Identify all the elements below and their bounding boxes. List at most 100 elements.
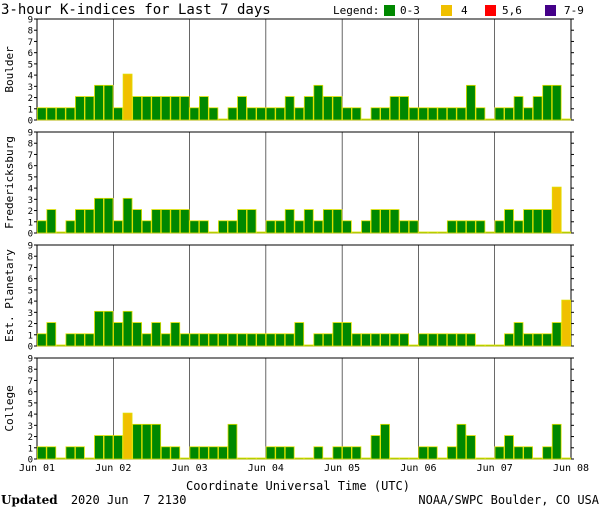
k-index-bar (551, 186, 562, 234)
y-tick-label: 5 (28, 173, 33, 183)
k-index-bar (532, 333, 543, 347)
k-index-bar (284, 446, 295, 460)
k-index-bar (179, 457, 190, 460)
k-index-bar (160, 209, 171, 234)
y-tick-label: 3 (28, 422, 33, 432)
k-index-bar (504, 209, 514, 234)
k-index-bar (227, 333, 238, 347)
k-index-bar (408, 344, 419, 347)
y-tick-label: 5 (28, 60, 33, 70)
k-index-bar (351, 446, 362, 460)
y-tick-label: 6 (28, 49, 33, 59)
k-index-bar (256, 333, 266, 347)
k-index-bar (418, 231, 429, 234)
x-tick-label: Jun 06 (400, 463, 436, 474)
legend-entry-7-9: 7-9 (564, 4, 584, 17)
station-label: Fredericksburg (3, 136, 16, 229)
k-index-bar (160, 333, 171, 347)
y-tick-label: 7 (28, 38, 33, 48)
k-index-bar (141, 333, 152, 347)
k-index-bar (361, 333, 371, 347)
k-index-bar (113, 435, 123, 460)
k-index-bar (523, 209, 533, 234)
k-index-bar (208, 333, 219, 347)
k-index-bar (370, 333, 381, 347)
k-index-bar (170, 322, 181, 347)
y-tick-label: 7 (28, 151, 33, 161)
k-index-bar (437, 457, 448, 460)
y-tick-label: 2 (28, 433, 33, 443)
k-index-bar (456, 333, 467, 347)
k-index-bar (199, 220, 209, 234)
k-index-bar (446, 220, 457, 234)
k-index-bar (332, 96, 343, 121)
k-index-bar (55, 457, 66, 460)
k-index-bar (218, 446, 228, 460)
k-index-bar (322, 457, 333, 460)
k-index-bar (532, 209, 543, 234)
k-index-bar (361, 118, 371, 121)
k-index-bar (475, 107, 486, 121)
k-index-bar (36, 220, 47, 234)
k-index-bar (351, 333, 362, 347)
k-index-bar (370, 209, 381, 234)
chart-title: 3-hour K-indices for Last 7 days (1, 2, 271, 18)
k-index-bar (485, 457, 495, 460)
k-index-bar (151, 209, 162, 234)
k-index-bar (189, 220, 200, 234)
k-index-bar (294, 457, 305, 460)
k-index-bar (399, 220, 409, 234)
x-tick-label: Jun 04 (248, 463, 284, 474)
y-tick-label: 9 (28, 242, 33, 252)
y-tick-label: 1 (28, 331, 33, 341)
k-index-bar (122, 310, 133, 347)
k-index-bar (141, 96, 152, 121)
y-tick-label: 8 (28, 366, 33, 376)
y-tick-label: 1 (28, 218, 33, 228)
x-axis-ticks: Jun 01 Jun 02 Jun 03 Jun 04 Jun 05 Jun 06 Jun … (19, 463, 589, 474)
k-index-bar (84, 209, 95, 234)
k-index-bar (151, 322, 162, 347)
k-index-bar (179, 333, 190, 347)
y-tick-label: 6 (28, 388, 33, 398)
y-tick-label: 0 (28, 343, 33, 353)
k-index-bar (551, 322, 562, 347)
k-index-bar (55, 344, 66, 347)
k-index-bar (494, 446, 505, 460)
k-index-bar (227, 423, 238, 460)
k-index-bar (94, 435, 104, 460)
k-index-bar (494, 220, 505, 234)
k-index-bar (322, 96, 333, 121)
k-index-bar (237, 209, 247, 234)
legend-swatch-7-9 (545, 5, 556, 16)
k-index-bar (342, 220, 352, 234)
k-index-bar (189, 107, 200, 121)
y-tick-label: 0 (28, 456, 33, 466)
y-tick-label: 3 (28, 309, 33, 319)
k-index-bar (361, 220, 371, 234)
k-index-bar (446, 333, 457, 347)
k-index-bar (132, 96, 142, 121)
k-index-bar (332, 209, 343, 234)
k-index-bar (208, 107, 219, 121)
k-index-bar (36, 446, 47, 460)
y-tick-label: 2 (28, 207, 33, 217)
k-index-bar (380, 107, 390, 121)
k-index-bar (265, 107, 276, 121)
k-index-bar (303, 457, 314, 460)
k-index-bar (208, 231, 219, 234)
k-index-bar (399, 333, 409, 347)
k-index-bar (446, 107, 457, 121)
k-index-bar (55, 107, 66, 121)
updated-label: Updated (1, 493, 58, 507)
credit-text: NOAA/SWPC Boulder, CO USA (418, 493, 599, 507)
k-index-bar (427, 107, 438, 121)
k-index-bar (75, 209, 85, 234)
k-index-bar (504, 107, 514, 121)
legend-swatch-0-3 (384, 5, 395, 16)
k-index-bar (399, 96, 409, 121)
k-index-bar (532, 96, 543, 121)
k-index-bar (370, 107, 381, 121)
y-tick-label: 6 (28, 275, 33, 285)
k-index-bar (275, 446, 286, 460)
